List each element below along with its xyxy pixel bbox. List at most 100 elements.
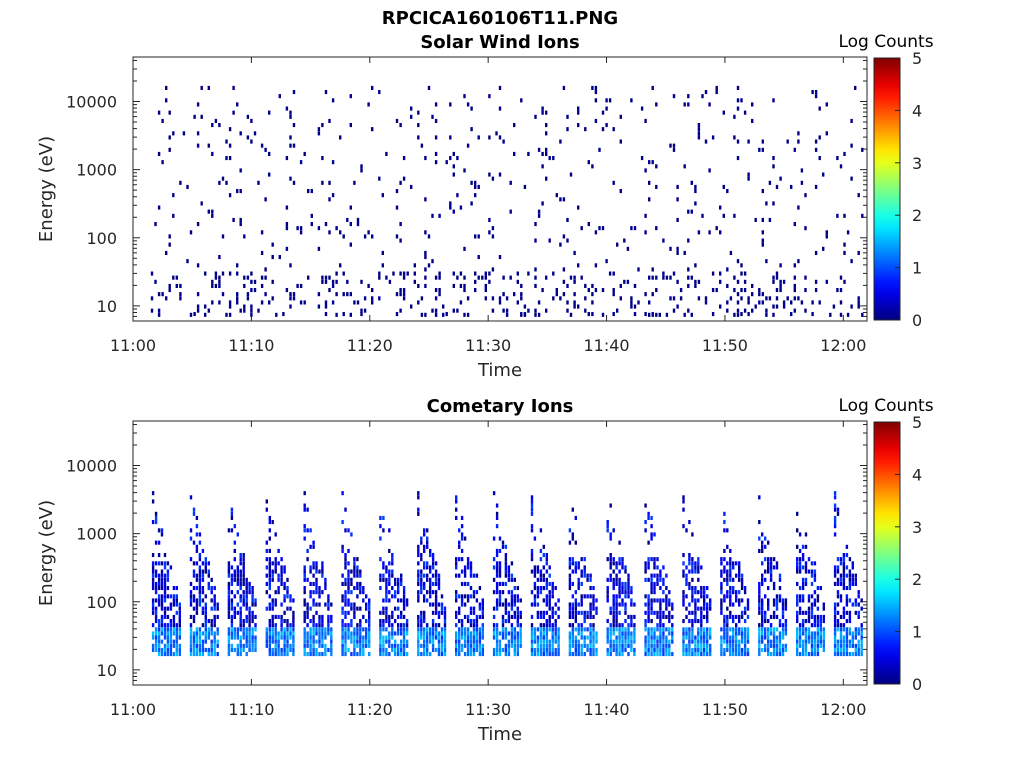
heatmap-cell [530, 647, 534, 652]
heatmap-cell [764, 627, 767, 632]
heatmap-cell [648, 180, 651, 185]
heatmap-cell [157, 577, 161, 582]
heatmap-cell [402, 606, 406, 611]
heatmap-cell [551, 635, 554, 640]
heatmap-cell [227, 643, 231, 648]
heatmap-cell [347, 569, 350, 574]
heatmap-cell [309, 631, 312, 636]
heatmap-cell [481, 606, 484, 611]
heatmap-cell [160, 614, 164, 619]
heatmap-cell [857, 590, 860, 595]
heatmap-cell [175, 602, 178, 607]
heatmap-cell [385, 594, 388, 599]
heatmap-cell [662, 627, 665, 632]
heatmap-cell [786, 139, 789, 144]
heatmap-cell [271, 520, 274, 525]
heatmap-cell [426, 577, 429, 582]
heatmap-cell [324, 602, 327, 607]
heatmap-cell [651, 160, 654, 165]
heatmap-cell [233, 635, 236, 640]
heatmap-cell [671, 614, 674, 619]
heatmap-cell [559, 139, 562, 144]
heatmap-cell [260, 230, 264, 235]
heatmap-cell [157, 292, 161, 297]
heatmap-cell [711, 288, 715, 293]
heatmap-cell [443, 643, 447, 648]
heatmap-cell [303, 151, 306, 156]
heatmap-cell [624, 581, 627, 586]
heatmap-cell [650, 652, 653, 657]
heatmap-cell [758, 288, 761, 293]
heatmap-cell [157, 586, 161, 591]
heatmap-cell [833, 631, 837, 636]
heatmap-cell [318, 586, 321, 591]
heatmap-cell [822, 639, 825, 644]
heatmap-cell [798, 557, 802, 562]
heatmap-cell [644, 652, 647, 657]
heatmap-cell [283, 569, 286, 574]
heatmap-cell [196, 292, 200, 297]
heatmap-cell [568, 647, 572, 652]
heatmap-cell [569, 172, 573, 177]
heatmap-cell [758, 652, 761, 657]
heatmap-cell [204, 619, 207, 624]
heatmap-cell [758, 643, 761, 648]
heatmap-cell [353, 300, 356, 305]
heatmap-cell [189, 581, 193, 586]
heatmap-cell [330, 614, 333, 619]
heatmap-cell [709, 598, 712, 603]
heatmap-cell [618, 652, 621, 657]
heatmap-cell [201, 647, 205, 652]
heatmap-cell [230, 647, 234, 652]
heatmap-cell [711, 271, 715, 276]
heatmap-cell [324, 275, 328, 280]
heatmap-cell [431, 557, 435, 562]
heatmap-cell [239, 598, 242, 603]
heatmap-cell [706, 639, 709, 644]
heatmap-cell [277, 561, 280, 566]
heatmap-cell [527, 308, 530, 313]
heatmap-cell [857, 643, 860, 648]
heatmap-cell [289, 296, 292, 301]
heatmap-cell [722, 184, 725, 189]
heatmap-cell [706, 652, 709, 657]
heatmap-cell [640, 156, 644, 161]
heatmap-cell [420, 296, 424, 301]
heatmap-cell [571, 614, 574, 619]
heatmap-cell [283, 631, 286, 636]
heatmap-cell [478, 639, 482, 644]
heatmap-cell [836, 565, 840, 570]
heatmap-cell [466, 143, 470, 148]
heatmap-cell [781, 614, 785, 619]
heatmap-cell [472, 635, 476, 640]
heatmap-cell [592, 586, 595, 591]
heatmap-cell [303, 631, 306, 636]
heatmap-cell [211, 279, 214, 284]
x-tick-label: 11:20 [347, 336, 393, 355]
heatmap-cell [492, 557, 496, 562]
heatmap-cell [697, 127, 701, 132]
heatmap-cell [455, 647, 458, 652]
heatmap-cell [659, 606, 662, 611]
heatmap-cell [627, 586, 630, 591]
heatmap-cell [848, 598, 852, 603]
heatmap-cell [292, 619, 295, 624]
heatmap-cell [268, 172, 271, 177]
heatmap-cell [688, 627, 691, 632]
heatmap-cell [381, 263, 384, 268]
heatmap-cell [365, 631, 368, 636]
heatmap-cell [545, 569, 548, 574]
heatmap-cell [344, 507, 347, 512]
heatmap-cell [213, 586, 216, 591]
heatmap-cell [810, 610, 814, 615]
heatmap-cell [286, 639, 289, 644]
heatmap-cell [833, 602, 837, 607]
heatmap-cell [443, 619, 447, 624]
heatmap-cell [341, 639, 344, 644]
heatmap-cell [682, 594, 685, 599]
heatmap-cell [618, 635, 621, 640]
heatmap-cell [735, 627, 738, 632]
heatmap-cell [719, 271, 722, 276]
heatmap-cell [690, 180, 693, 185]
heatmap-cell [644, 647, 647, 652]
